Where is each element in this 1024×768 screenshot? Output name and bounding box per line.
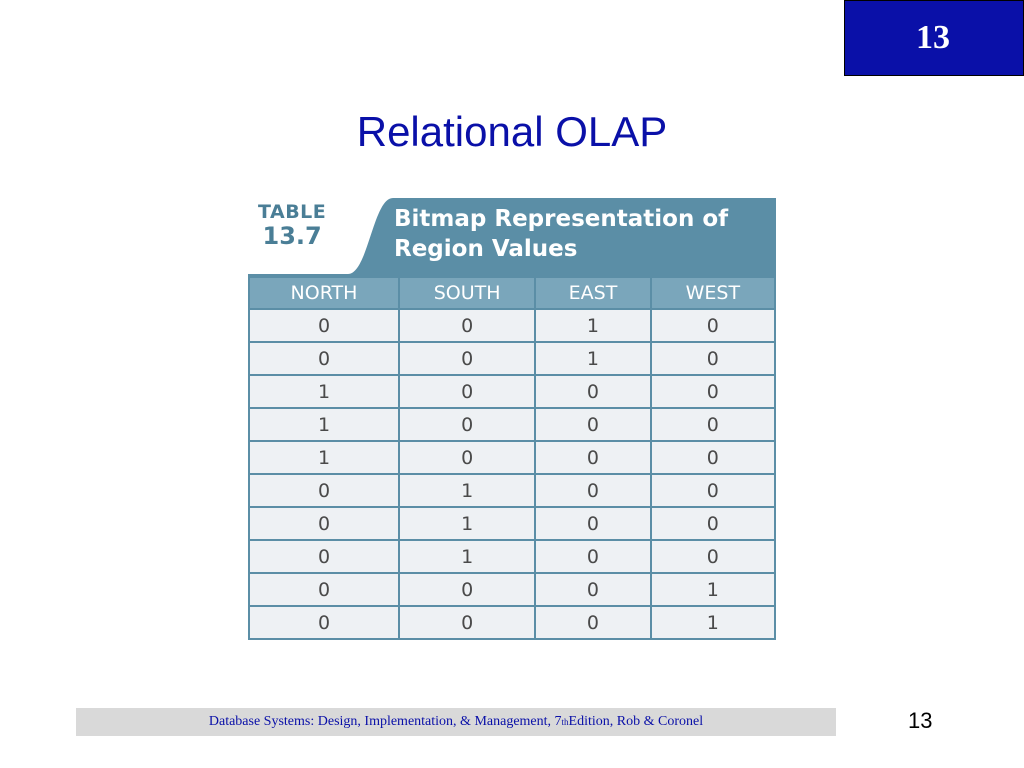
- chapter-badge: 13: [844, 0, 1024, 76]
- column-header-south: SOUTH: [397, 276, 537, 310]
- table-header-row: NORTH SOUTH EAST WEST: [248, 276, 777, 310]
- table-cell: 0: [397, 572, 537, 607]
- table-cell: 1: [248, 374, 400, 409]
- table-cell: 0: [649, 440, 777, 475]
- table-row: 0 0 0 1: [248, 605, 777, 640]
- column-header-north: NORTH: [248, 276, 400, 310]
- table-cell: 0: [248, 473, 400, 508]
- table-cell: 0: [397, 308, 537, 343]
- figure-title-line1: Bitmap Representation of: [394, 206, 729, 232]
- table-cell: 1: [534, 341, 652, 376]
- table-row: 0 1 0 0: [248, 473, 777, 508]
- table-cell: 0: [534, 440, 652, 475]
- table-cell: 0: [534, 605, 652, 640]
- column-header-west: WEST: [649, 276, 777, 310]
- footer-citation: Database Systems: Design, Implementation…: [76, 708, 836, 736]
- table-row: 1 0 0 0: [248, 374, 777, 409]
- table-cell: 0: [248, 539, 400, 574]
- page-number: 13: [908, 708, 933, 733]
- table-label-word: TABLE: [258, 201, 327, 223]
- table-cell: 0: [248, 605, 400, 640]
- table-cell: 0: [649, 308, 777, 343]
- table-label: TABLE 13.7: [258, 201, 327, 250]
- table-cell: 0: [248, 341, 400, 376]
- table-cell: 0: [248, 572, 400, 607]
- table-cell: 0: [248, 506, 400, 541]
- table-cell: 0: [534, 374, 652, 409]
- table-cell: 1: [649, 605, 777, 640]
- table-cell: 0: [649, 539, 777, 574]
- table-cell: 0: [248, 308, 400, 343]
- table-cell: 0: [649, 407, 777, 442]
- footer-text-tail: Edition, Rob & Coronel: [568, 714, 704, 729]
- table-cell: 1: [397, 473, 537, 508]
- table-cell: 1: [248, 440, 400, 475]
- table-cell: 0: [397, 341, 537, 376]
- table-row: 0 1 0 0: [248, 506, 777, 541]
- chapter-badge-number: 13: [916, 19, 950, 56]
- figure-header-shape: [248, 198, 776, 276]
- table-label-number: 13.7: [262, 221, 322, 250]
- table-row: 1 0 0 0: [248, 440, 777, 475]
- table-cell: 0: [534, 473, 652, 508]
- table-figure: TABLE 13.7 Bitmap Representation of Regi…: [248, 196, 777, 648]
- table-cell: 0: [649, 341, 777, 376]
- table-row: 0 0 1 0: [248, 341, 777, 376]
- table-cell: 1: [649, 572, 777, 607]
- table-cell: 0: [534, 506, 652, 541]
- bitmap-table: NORTH SOUTH EAST WEST 0 0 1 0 0 0 1 0 1 …: [248, 276, 777, 640]
- figure-title-line2: Region Values: [394, 236, 578, 262]
- table-cell: 0: [534, 407, 652, 442]
- table-cell: 1: [397, 506, 537, 541]
- table-cell: 0: [397, 374, 537, 409]
- table-row: 1 0 0 0: [248, 407, 777, 442]
- table-cell: 1: [534, 308, 652, 343]
- table-cell: 0: [397, 440, 537, 475]
- table-cell: 0: [649, 374, 777, 409]
- table-cell: 0: [397, 407, 537, 442]
- figure-title: Bitmap Representation of Region Values: [394, 204, 728, 264]
- table-cell: 0: [397, 605, 537, 640]
- table-cell: 1: [248, 407, 400, 442]
- footer-superscript: th: [561, 717, 569, 727]
- table-cell: 0: [534, 572, 652, 607]
- table-row: 0 1 0 0: [248, 539, 777, 574]
- table-row: 0 0 0 1: [248, 572, 777, 607]
- figure-header: TABLE 13.7 Bitmap Representation of Regi…: [248, 196, 776, 276]
- footer-text-main: Database Systems: Design, Implementation…: [208, 714, 562, 729]
- table-row: 0 0 1 0: [248, 308, 777, 343]
- column-header-east: EAST: [534, 276, 652, 310]
- table-cell: 0: [649, 506, 777, 541]
- slide-title: Relational OLAP: [356, 108, 668, 155]
- table-cell: 0: [649, 473, 777, 508]
- table-cell: 0: [534, 539, 652, 574]
- table-cell: 1: [397, 539, 537, 574]
